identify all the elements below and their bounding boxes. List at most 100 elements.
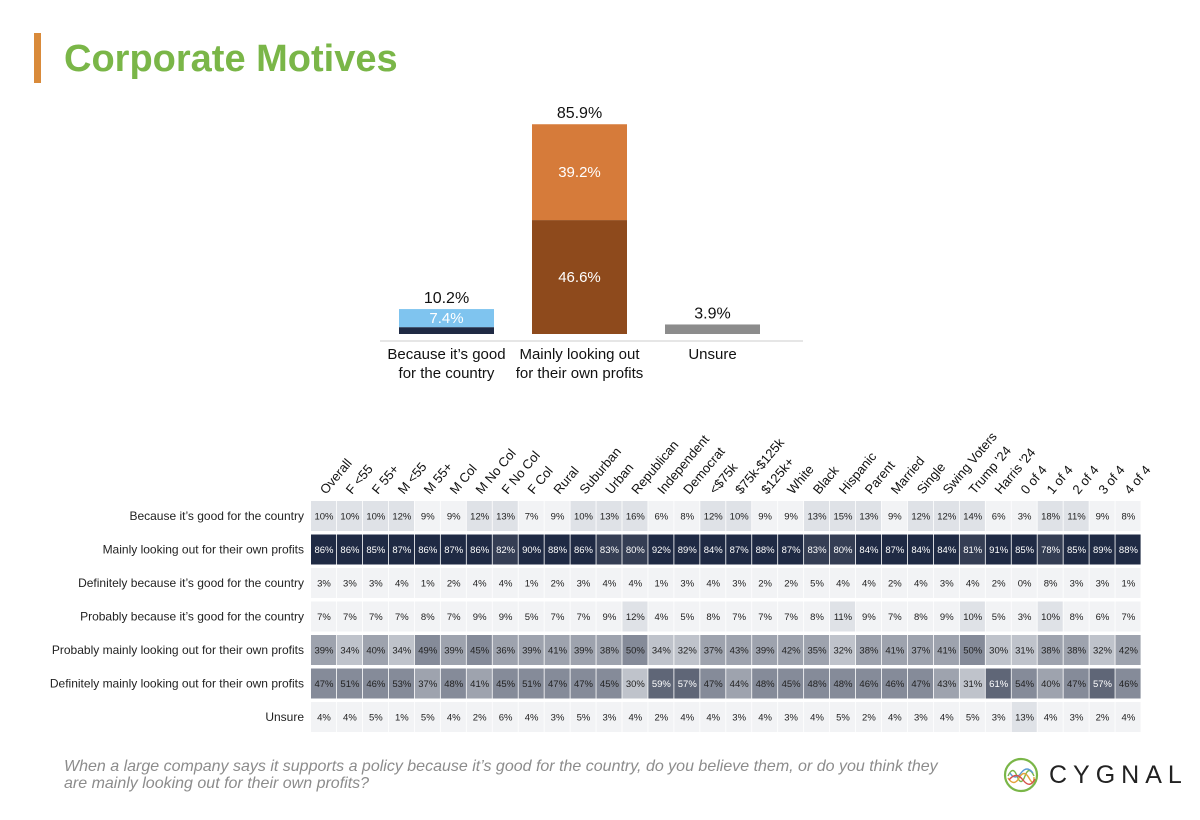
heatmap-cell-value: 3% [914,713,928,724]
row-label: Definitely mainly looking out for their … [50,677,304,691]
column-header: Swing Voters [940,429,1001,497]
heatmap-cell-value: 2% [784,579,798,590]
heatmap-cell [985,702,1011,732]
heatmap-cell-value: 3% [1070,713,1084,724]
heatmap-cell-value: 40% [366,646,386,657]
heatmap-cell [648,668,674,699]
heatmap-cell [362,668,389,699]
heatmap-cell-value: 8% [1044,579,1058,590]
heatmap-cell-value: 8% [810,612,824,623]
heatmap-cell-value: 4% [317,713,331,724]
heatmap-cell [726,534,752,565]
heatmap-cell [907,501,933,531]
heatmap-cell-value: 39% [756,646,776,657]
heatmap-cell-value: 85% [1015,545,1035,556]
heatmap-cell [596,635,622,665]
heatmap-cell-value: 54% [1015,679,1035,690]
heatmap-cell [700,501,726,531]
heatmap-cell [700,668,726,699]
question-text: When a large company says it supports a … [64,758,938,792]
heatmap-cell-value: 87% [885,545,905,556]
heatmap-cell [414,635,440,665]
heatmap-cell-value: 57% [678,679,698,690]
heatmap-cell [492,668,518,699]
heatmap-cell [881,568,908,598]
heatmap-cell-value: 2% [1096,713,1110,724]
heatmap-cell-value: 47% [314,679,334,690]
heatmap-cell [466,568,492,598]
heatmap-cell-value: 84% [859,545,879,556]
heatmap-cell-value: 10% [1041,612,1061,623]
heatmap-cell-value: 4% [836,579,850,590]
heatmap-cell-value: 12% [470,512,490,523]
column-header: Harris '24 [991,445,1038,497]
heatmap-cell-value: 12% [937,512,957,523]
heatmap-cell-value: 31% [963,679,983,690]
column-header: Married [888,454,928,497]
heatmap-cell-value: 4% [1044,713,1058,724]
heatmap-cell-value: 47% [548,679,568,690]
heatmap-cell-value: 88% [1119,545,1139,556]
column-header: 0 of 4 [1017,462,1049,497]
heatmap-cell-value: 5% [992,612,1006,623]
logo-wordmark: CYGNAL [1049,761,1188,789]
heatmap-cell [466,635,492,665]
heatmap-cell [440,568,466,598]
heatmap-cell [1063,635,1089,665]
heatmap-cell-value: 3% [317,579,331,590]
heatmap-cell-value: 2% [654,713,668,724]
heatmap-cell-value: 1% [395,713,409,724]
heatmap-cell [414,501,440,531]
heatmap-cell [1011,501,1037,531]
heatmap-cell [388,501,414,531]
heatmap-cell [1037,702,1063,732]
heatmap-cell-value: 2% [447,579,461,590]
heatmap-cell [311,501,337,531]
heatmap-cell-value: 41% [548,646,568,657]
heatmap-cell [804,668,830,699]
heatmap-cell [362,501,389,531]
heatmap-cell-value: 3% [1070,579,1084,590]
heatmap-cell-value: 15% [833,512,853,523]
heatmap-cell [778,668,804,699]
heatmap-cell [336,601,363,632]
column-header: Trump '24 [966,443,1015,497]
heatmap-cell-value: 3% [992,713,1006,724]
heatmap-cell [830,501,856,531]
heatmap-cell-value: 51% [522,679,542,690]
heatmap-cell [518,601,544,632]
heatmap-cell-value: 3% [784,713,798,724]
column-header: 3 of 4 [1095,462,1127,497]
heatmap-cell [388,534,414,565]
heatmap-cell [311,668,337,699]
row-label: Definitely because it’s good for the cou… [78,576,304,590]
heatmap-cell-value: 53% [392,679,412,690]
heatmap-cell-value: 1% [421,579,435,590]
heatmap-cell-value: 3% [732,579,746,590]
heatmap-cell-value: 39% [574,646,594,657]
heatmap-cell-value: 87% [444,545,464,556]
heatmap-cell-value: 3% [680,579,694,590]
category-label: Because it’s good [387,346,505,363]
heatmap-cell [855,702,882,732]
heatmap-cell [596,501,622,531]
heatmap-cell [674,501,700,531]
heatmap-cell-value: 46% [1119,679,1139,690]
heatmap-cell [362,534,389,565]
heatmap-cell-value: 38% [600,646,620,657]
heatmap-cell-value: 7% [1122,612,1136,623]
heatmap-cell [1089,534,1115,565]
column-header: Hispanic [836,449,880,497]
heatmap-cell [752,601,778,632]
heatmap-cell [881,635,908,665]
heatmap-cell [414,534,440,565]
heatmap-cell [622,534,648,565]
heatmap-cell [674,601,700,632]
heatmap-cell-value: 3% [551,713,565,724]
title-accent-bar [34,33,41,83]
heatmap-cell [1011,601,1037,632]
heatmap-cell-value: 88% [548,545,568,556]
column-header: Single [914,460,949,497]
heatmap-cell [648,635,674,665]
heatmap-cell [778,534,804,565]
